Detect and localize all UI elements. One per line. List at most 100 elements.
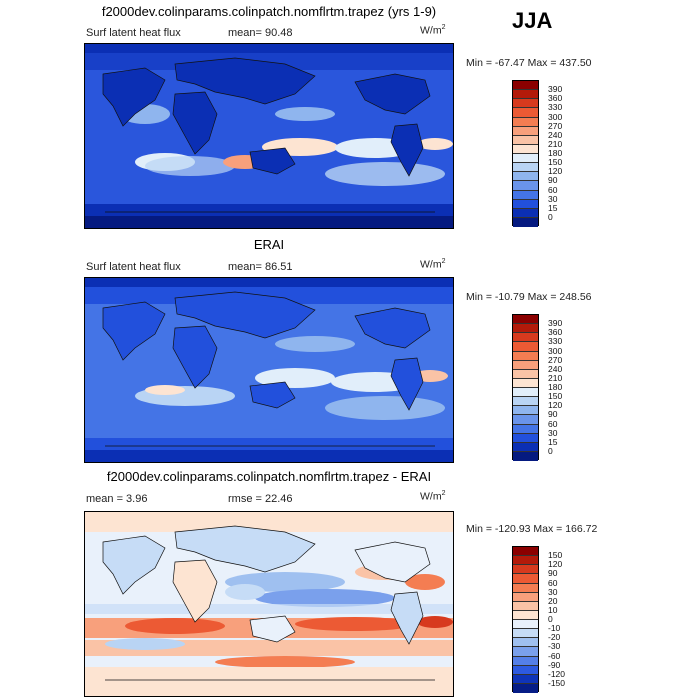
colorbar-tick-label: 15 bbox=[548, 202, 558, 213]
colorbar-swatch bbox=[513, 451, 538, 461]
colorbar-tick-label: 180 bbox=[548, 148, 563, 158]
panel-3-mean: mean = 3.96 bbox=[86, 493, 148, 505]
colorbar-swatch bbox=[513, 547, 538, 557]
colorbar-tick-label: 90 bbox=[548, 409, 558, 420]
colorbar-tick-label: 120 bbox=[548, 400, 563, 411]
colorbar-swatch bbox=[513, 126, 538, 136]
colorbar-tick-label: 60 bbox=[548, 577, 558, 588]
panel-1-map bbox=[84, 43, 454, 229]
colorbar-swatch bbox=[513, 433, 538, 443]
colorbar-swatch bbox=[513, 388, 538, 398]
colorbar-swatch bbox=[513, 583, 538, 593]
colorbar-swatch bbox=[513, 629, 538, 639]
colorbar-swatch bbox=[513, 415, 538, 425]
colorbar-swatch bbox=[513, 99, 538, 109]
colorbar-swatch bbox=[513, 90, 538, 100]
colorbar-swatch bbox=[513, 108, 538, 118]
colorbar-swatch bbox=[513, 172, 538, 182]
colorbar-tick-label: 30 bbox=[548, 193, 558, 204]
colorbar-tick-label: 330 bbox=[548, 102, 563, 113]
colorbar-swatch bbox=[513, 144, 538, 154]
colorbar-tick-label: 120 bbox=[548, 559, 563, 570]
colorbar-tick-label: -10 bbox=[548, 623, 561, 634]
colorbar-tick-label: 330 bbox=[548, 336, 563, 347]
colorbar-tick-label: 90 bbox=[548, 175, 558, 186]
colorbar-swatch bbox=[513, 117, 538, 127]
season-label: JJA bbox=[512, 8, 553, 33]
colorbar-tick-label: 360 bbox=[548, 93, 563, 104]
panel-3-map bbox=[84, 511, 454, 697]
colorbar-swatch bbox=[513, 601, 538, 611]
colorbar-swatch bbox=[513, 333, 538, 343]
colorbar-tick-label: 0 bbox=[548, 211, 553, 222]
colorbar-tick-label: 60 bbox=[548, 418, 558, 429]
colorbar-swatch bbox=[513, 351, 538, 361]
panel-2-minmax: Min = -10.79 Max = 248.56 bbox=[466, 291, 592, 303]
colorbar-tick-label: 210 bbox=[548, 372, 563, 383]
colorbar-swatch bbox=[513, 638, 538, 648]
colorbar-swatch bbox=[513, 592, 538, 602]
colorbar-swatch bbox=[513, 647, 538, 657]
panel-2-title: ERAI bbox=[253, 237, 285, 252]
colorbar-tick-label: 150 bbox=[548, 157, 563, 168]
colorbar-tick-label: 390 bbox=[548, 318, 563, 329]
panel-2-variable: Surf latent heat flux bbox=[86, 261, 181, 273]
colorbar-swatch bbox=[513, 208, 538, 218]
colorbar-tick-label: -20 bbox=[548, 632, 561, 643]
panel-2-mean: mean= 86.51 bbox=[228, 261, 293, 273]
colorbar-tick-label: 60 bbox=[548, 184, 558, 195]
colorbar-tick-label: 300 bbox=[548, 345, 563, 356]
colorbar-swatch bbox=[513, 665, 538, 675]
colorbar-tick-label: -60 bbox=[548, 650, 561, 661]
panel-2-units: W/m2 bbox=[420, 258, 446, 271]
colorbar-tick-label: -90 bbox=[548, 659, 561, 670]
colorbar-swatch bbox=[513, 620, 538, 630]
colorbar-swatch bbox=[513, 315, 538, 325]
colorbar-tick-label: 150 bbox=[548, 550, 563, 561]
colorbar-swatch bbox=[513, 556, 538, 566]
panel-3-rmse: rmse = 22.46 bbox=[228, 493, 293, 505]
colorbar-swatch bbox=[513, 154, 538, 164]
colorbar-tick-label: 210 bbox=[548, 138, 563, 149]
colorbar-swatch bbox=[513, 163, 538, 173]
panel-2-map bbox=[84, 277, 454, 463]
panel-3-minmax: Min = -120.93 Max = 166.72 bbox=[466, 523, 598, 535]
colorbar-swatch bbox=[513, 683, 538, 693]
colorbar-swatch bbox=[513, 369, 538, 379]
colorbar-tick-label: -30 bbox=[548, 641, 561, 652]
panel-1-units: W/m2 bbox=[420, 24, 446, 37]
colorbar-tick-label: 240 bbox=[548, 363, 563, 374]
colorbar-tick-label: 30 bbox=[548, 427, 558, 438]
colorbar-swatch bbox=[513, 342, 538, 352]
panel-1-variable: Surf latent heat flux bbox=[86, 27, 181, 39]
colorbar-tick-label: 120 bbox=[548, 166, 563, 177]
colorbar-tick-label: 30 bbox=[548, 586, 558, 597]
colorbar-swatch bbox=[513, 181, 538, 191]
panel-1-colorbar-labels: 390 360 330 300 270 240 210 180 150 120 90 60 30 15 0 bbox=[548, 80, 588, 226]
panel-3-colorbar bbox=[512, 546, 539, 693]
colorbar-swatch bbox=[513, 565, 538, 575]
panel-2-colorbar bbox=[512, 314, 539, 461]
colorbar-swatch bbox=[513, 217, 538, 227]
panel-2-colorbar-labels: 390 360 330 300 270 240 210 180 150 120 90 60 30 15 0 bbox=[548, 314, 588, 460]
colorbar-swatch bbox=[513, 574, 538, 584]
colorbar-tick-label: 0 bbox=[548, 614, 553, 624]
colorbar-swatch bbox=[513, 199, 538, 209]
colorbar-swatch bbox=[513, 397, 538, 407]
colorbar-tick-label: 360 bbox=[548, 327, 563, 338]
colorbar-tick-label: 270 bbox=[548, 354, 563, 365]
colorbar-tick-label: 15 bbox=[548, 436, 558, 447]
colorbar-tick-label: 150 bbox=[548, 391, 563, 402]
colorbar-swatch bbox=[513, 81, 538, 91]
panel-1-minmax: Min = -67.47 Max = 437.50 bbox=[466, 57, 592, 69]
colorbar-tick-label: -150 bbox=[548, 677, 566, 688]
colorbar-swatch bbox=[513, 378, 538, 388]
colorbar-tick-label: -120 bbox=[548, 668, 566, 679]
panel-1-title: f2000dev.colinparams.colinpatch.nomflrtm… bbox=[101, 4, 437, 19]
colorbar-tick-label: 90 bbox=[548, 568, 558, 579]
colorbar-tick-label: 240 bbox=[548, 129, 563, 140]
colorbar-tick-label: 270 bbox=[548, 120, 563, 131]
colorbar-swatch bbox=[513, 424, 538, 434]
panel-3-colorbar-labels: 150 120 90 60 30 20 10 0 -10 -20 -30 -60 -90 -120 -150 bbox=[548, 546, 588, 692]
colorbar-swatch bbox=[513, 656, 538, 666]
